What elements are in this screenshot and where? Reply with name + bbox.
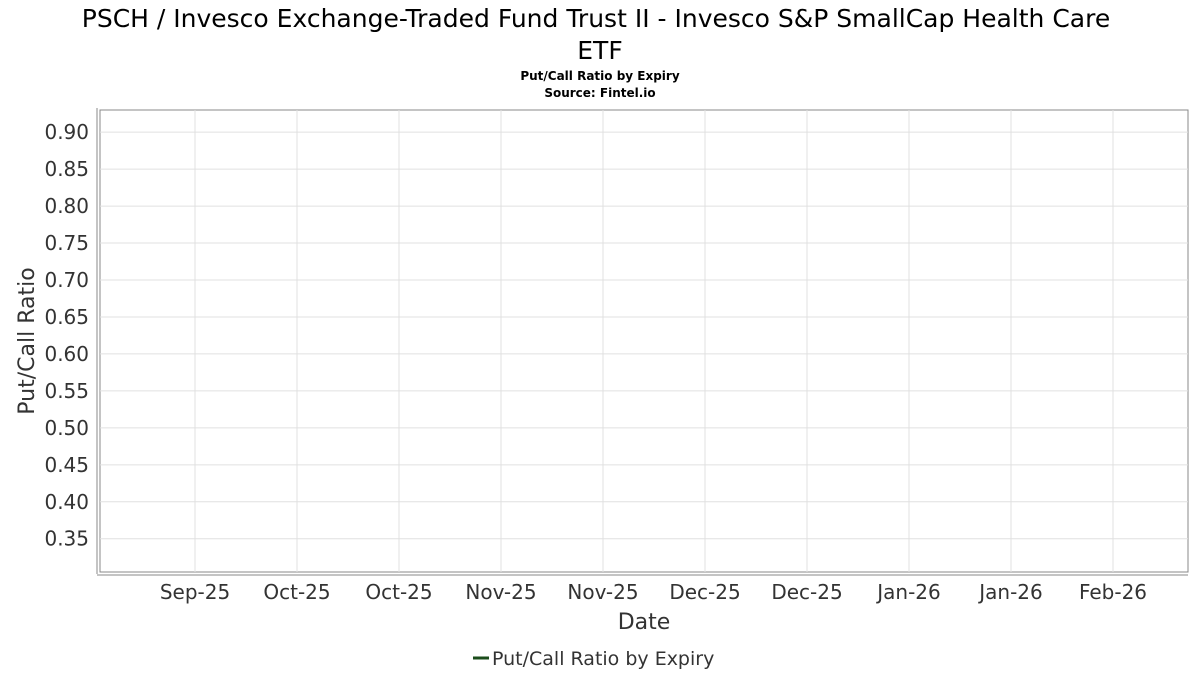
y-tick-label: 0.40 — [44, 490, 89, 514]
y-tick-label: 0.45 — [44, 453, 89, 477]
chart-title-line-2: ETF — [577, 36, 622, 65]
x-axis-ticks: Sep-25 Oct-25 Oct-25 Nov-25 Nov-25 Dec-25 Dec-… — [160, 580, 1147, 604]
x-axis-title: Date — [618, 610, 671, 635]
y-tick-label: 0.70 — [44, 268, 89, 292]
y-tick-label: 0.60 — [44, 342, 89, 366]
y-axis-title: Put/Call Ratio — [15, 267, 40, 414]
x-tick-label: Oct-25 — [263, 580, 330, 604]
plot-border — [99, 109, 1189, 573]
y-tick-label: 0.75 — [44, 231, 89, 255]
legend: Put/Call Ratio by Expiry — [473, 648, 714, 670]
y-tick-label: 0.65 — [44, 305, 89, 329]
x-tick-label: Nov-25 — [465, 580, 536, 604]
x-tick-label: Jan-26 — [977, 580, 1043, 604]
chart-title-line-1: PSCH / Invesco Exchange-Traded Fund Trus… — [82, 4, 1110, 33]
legend-label: Put/Call Ratio by Expiry — [492, 648, 714, 670]
x-tick-label: Sep-25 — [160, 580, 230, 604]
y-tick-label: 0.85 — [44, 157, 89, 181]
y-axis-ticks: 0.35 0.40 0.45 0.50 0.55 0.60 0.65 0.70 0.75 0.80… — [44, 120, 89, 551]
x-tick-label: Jan-26 — [875, 580, 941, 604]
y-tick-label: 0.50 — [44, 416, 89, 440]
y-tick-label: 0.90 — [44, 120, 89, 144]
x-tick-label: Nov-25 — [567, 580, 638, 604]
x-tick-label: Oct-25 — [365, 580, 432, 604]
plot-area — [96, 108, 1189, 576]
chart-subtitle: Put/Call Ratio by Expiry — [520, 69, 680, 83]
x-tick-label: Feb-26 — [1079, 580, 1147, 604]
y-tick-label: 0.80 — [44, 194, 89, 218]
chart-source: Source: Fintel.io — [544, 86, 655, 100]
y-tick-label: 0.55 — [44, 379, 89, 403]
grid-lines — [100, 110, 1188, 572]
y-tick-label: 0.35 — [44, 527, 89, 551]
x-tick-label: Dec-25 — [669, 580, 740, 604]
x-tick-label: Dec-25 — [771, 580, 842, 604]
